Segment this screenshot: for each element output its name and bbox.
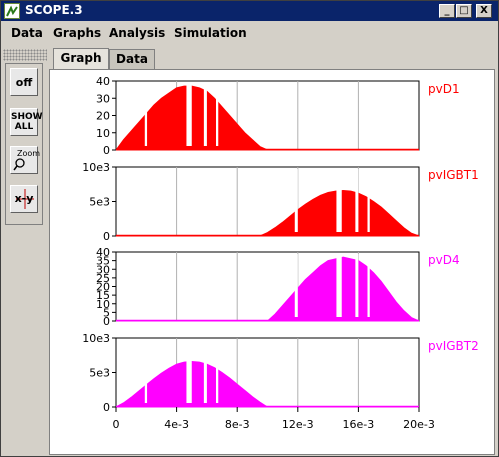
series-dropout — [203, 340, 207, 403]
x-tick-label: 12e-3 — [282, 418, 314, 431]
x-tick-label: 20e-3 — [403, 418, 435, 431]
series-dropout — [186, 83, 192, 146]
series-dropout — [355, 254, 359, 317]
y-tick-label: 40 — [96, 246, 110, 259]
series-label: pvIGBT1 — [428, 168, 479, 182]
series-area-pvIGBT2 — [115, 360, 419, 408]
y-tick-label: 20 — [96, 281, 110, 294]
window-title: SCOPE.3 — [25, 3, 83, 17]
series-dropout — [367, 254, 370, 317]
minimize-button[interactable]: _ — [439, 4, 455, 18]
series-label: pvIGBT2 — [428, 339, 479, 353]
maximize-button[interactable]: □ — [456, 4, 472, 18]
close-button[interactable]: X — [476, 4, 492, 18]
zoom-button[interactable]: Zoom — [10, 146, 41, 174]
y-tick-label: 25 — [96, 272, 110, 285]
series-area-pvIGBT1 — [116, 189, 420, 237]
series-dropout — [336, 169, 342, 232]
zoom-button-label: Zoom — [17, 149, 41, 158]
x-y-button[interactable]: x-y — [10, 185, 38, 213]
series-area-pvD1 — [115, 85, 419, 151]
y-tick-label: 20 — [96, 110, 110, 123]
y-tick-label: 35 — [96, 255, 110, 268]
show-all-button[interactable]: SHOW ALL — [10, 108, 43, 136]
off-button[interactable]: off — [10, 68, 38, 96]
y-tick-label: 5e3 — [89, 196, 110, 209]
menu-simulation[interactable]: Simulation — [174, 26, 247, 40]
series-dropout — [355, 169, 359, 232]
x-tick-label: 8e-3 — [225, 418, 250, 431]
y-tick-label: 15 — [96, 289, 110, 302]
graph-panel: 0 10 20 30 40 pvD1 0 5e3 10e3 pvIGBT1 0 5 10 15 20 25 30… — [49, 69, 495, 455]
series-dropout — [294, 169, 298, 232]
y-tick-label: 40 — [96, 75, 110, 88]
series-dropout — [367, 169, 370, 232]
series-dropout — [215, 83, 219, 146]
app-icon — [4, 3, 20, 19]
series-dropout — [203, 83, 207, 146]
x-y-button-label: x-y — [14, 192, 34, 205]
y-tick-label: 0 — [103, 230, 110, 243]
menu-data[interactable]: Data — [11, 26, 43, 40]
tool-palette: off SHOW ALL Zoom x-y — [5, 63, 43, 225]
y-tick-label: 10 — [96, 127, 110, 140]
show-all-button-label: SHOW ALL — [11, 112, 43, 132]
y-tick-label: 0 — [103, 144, 110, 157]
waveform-plots[interactable]: 010203040pvD105e310e3pvIGBT1051015202530… — [50, 70, 494, 454]
menu-graphs[interactable]: Graphs — [53, 26, 102, 40]
series-dropout — [144, 340, 148, 403]
menu-analysis[interactable]: Analysis — [109, 26, 166, 40]
title-bar[interactable]: SCOPE.3 _ □ X — [1, 1, 498, 21]
series-label: pvD1 — [428, 82, 460, 96]
y-tick-label: 10e3 — [82, 161, 110, 174]
series-dropout — [144, 83, 148, 146]
series-dropout — [294, 254, 298, 317]
y-tick-label: 0 — [103, 401, 110, 414]
series-dropout — [336, 254, 342, 317]
x-y-axes-icon — [16, 189, 34, 209]
menu-bar: Data Graphs Analysis Simulation — [1, 22, 498, 44]
magnifier-icon — [13, 158, 25, 171]
x-tick-label: 0 — [113, 418, 120, 431]
y-tick-label: 30 — [96, 92, 110, 105]
x-tick-label: 4e-3 — [164, 418, 189, 431]
off-button-label: off — [15, 76, 33, 89]
tab-graph[interactable]: Graph — [53, 48, 109, 70]
y-tick-label: 10 — [96, 298, 110, 311]
series-dropout — [215, 340, 219, 403]
y-tick-label: 5e3 — [89, 367, 110, 380]
y-tick-label: 5 — [103, 306, 110, 319]
series-area-pvD4 — [116, 256, 420, 322]
tab-data[interactable]: Data — [109, 49, 155, 69]
x-tick-label: 16e-3 — [343, 418, 375, 431]
y-tick-label: 30 — [96, 263, 110, 276]
series-dropout — [186, 340, 192, 403]
y-tick-label: 0 — [103, 315, 110, 328]
toolbar-grip[interactable] — [3, 49, 47, 61]
series-label: pvD4 — [428, 253, 460, 267]
y-tick-label: 10e3 — [82, 332, 110, 345]
